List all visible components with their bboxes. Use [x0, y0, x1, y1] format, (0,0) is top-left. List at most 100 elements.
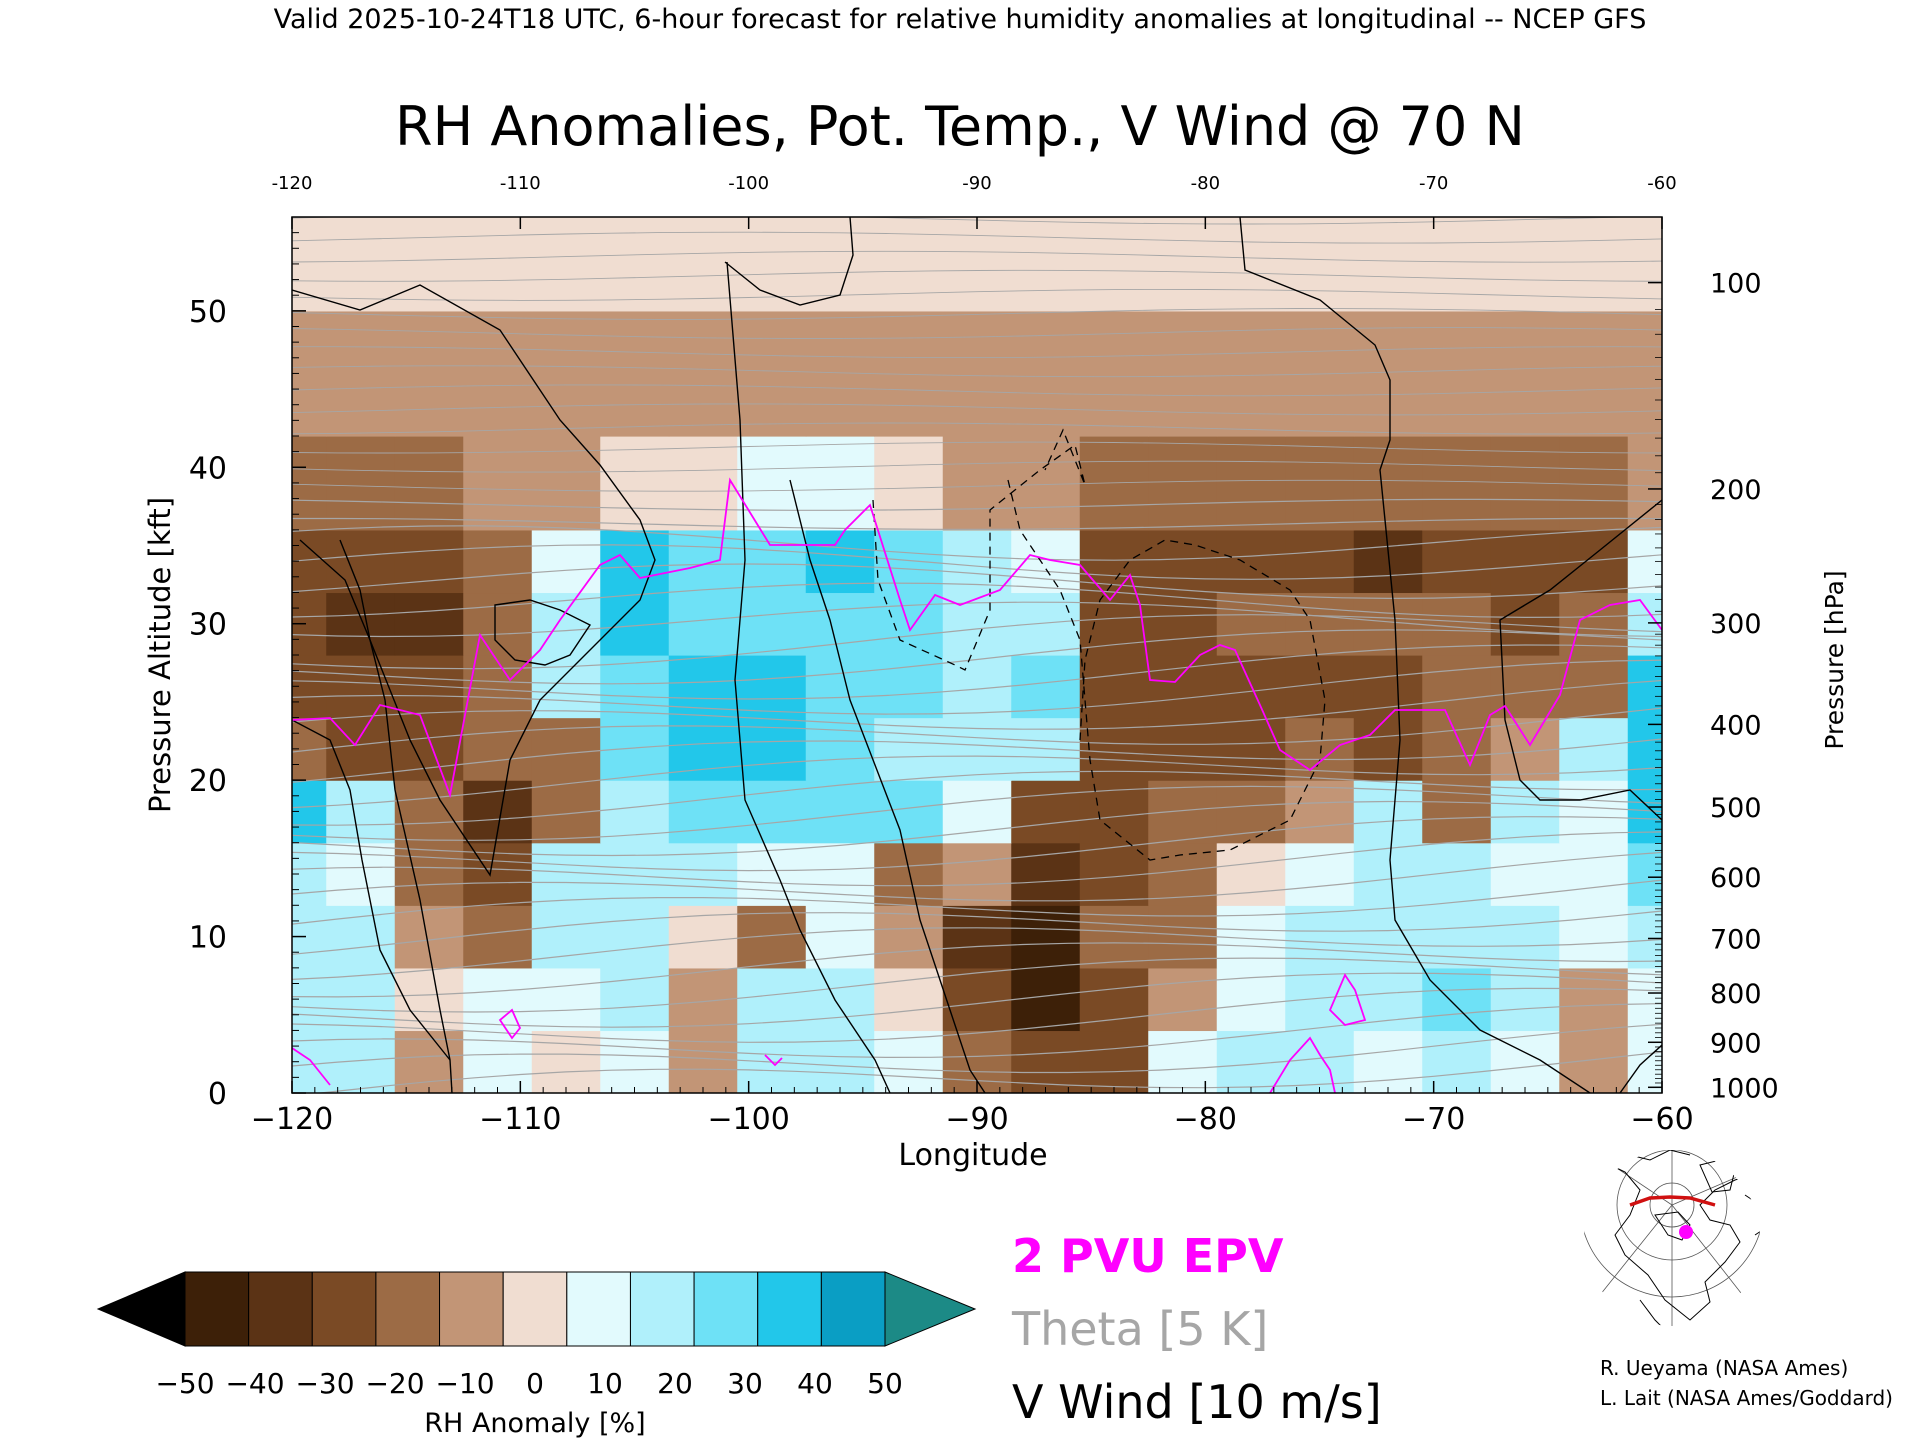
colorbar-swatch — [820, 1271, 886, 1347]
theta-contour-line — [292, 288, 1662, 301]
theta-contour-line — [292, 231, 1662, 244]
heatmap-cell — [805, 905, 875, 969]
x-top-tick-label: -60 — [1647, 173, 1676, 194]
theta-contour-line — [292, 525, 1662, 561]
theta-contour-line — [292, 1023, 1662, 1074]
theta-contour-line — [292, 1003, 1662, 1059]
x-top-tick-label: -110 — [500, 173, 541, 194]
pressure-tick-label: 900 — [1710, 1028, 1762, 1059]
pressure-tick-label: 200 — [1710, 475, 1762, 506]
theta-contour-line — [292, 659, 1662, 715]
theta-contour-line — [292, 403, 1662, 416]
legend-theta: Theta [5 K] — [1011, 1302, 1268, 1356]
heatmap-cell — [531, 529, 601, 594]
heatmap-cell — [668, 717, 738, 781]
heatmap-cell — [1011, 529, 1081, 594]
heatmap-cell — [1422, 310, 1492, 437]
heatmap-cell — [463, 905, 533, 969]
heatmap-cell — [1216, 717, 1286, 781]
heatmap-cell — [1148, 655, 1218, 719]
colorbar-swatch — [248, 1271, 313, 1347]
heatmap-cell — [1559, 217, 1629, 312]
heatmap-cell — [1079, 967, 1149, 1032]
heatmap-cell — [942, 717, 1012, 781]
theta-contour-line — [292, 910, 1662, 955]
theta-contour-line — [292, 479, 1662, 492]
theta-contour-line — [292, 755, 1662, 809]
v-wind-contour-b — [789, 479, 986, 1093]
x-top-tick-label: -90 — [962, 173, 991, 194]
theta-contour-line — [292, 679, 1662, 730]
heatmap-cell — [1559, 529, 1629, 594]
heatmap-cell — [942, 310, 1012, 437]
heatmap-cell — [531, 310, 601, 437]
heatmap-cell — [326, 655, 396, 719]
x-top-tick-label: -120 — [272, 173, 313, 194]
heatmap-cell — [1422, 905, 1492, 969]
heatmap-cell — [600, 217, 670, 312]
heatmap-cell — [1353, 967, 1423, 1032]
heatmap-cell — [1627, 967, 1662, 1032]
heatmap-cell — [1490, 842, 1560, 906]
heatmap-cell — [668, 436, 738, 531]
colorbar-swatch — [757, 1271, 822, 1347]
heatmap-cell — [668, 310, 738, 437]
heatmap-cell — [1079, 310, 1149, 437]
heatmap-cell — [326, 529, 396, 594]
heatmap-cell — [1422, 529, 1492, 594]
chart-title: RH Anomalies, Pot. Temp., V Wind @ 70 N — [395, 95, 1525, 158]
heatmap-cell — [737, 842, 807, 906]
heatmap-cell — [1148, 967, 1218, 1032]
valid-time-header: Valid 2025-10-24T18 UTC, 6-hour forecast… — [274, 4, 1647, 35]
colorbar-tick-label: 10 — [587, 1367, 623, 1400]
heatmap-cell — [737, 655, 807, 719]
heatmap-cell — [874, 655, 944, 719]
heatmap-cell — [1422, 717, 1492, 781]
top-axis-longitude: -120 -110 -100 -90 -80 -70 -60 — [272, 173, 1677, 229]
heatmap-cell — [1559, 436, 1629, 531]
heatmap-cell — [326, 217, 396, 312]
heatmap-cell — [531, 842, 601, 906]
theta-contour-line — [292, 441, 1662, 454]
pressure-tick-label: 700 — [1710, 924, 1762, 955]
theta-contour-line — [292, 987, 1662, 1043]
heatmap-cell — [394, 842, 464, 906]
heatmap-cell — [1148, 436, 1218, 531]
theta-contour-line — [292, 460, 1662, 473]
v-wind-contour-east-b — [1499, 499, 1662, 821]
heatmap-cell — [1353, 436, 1423, 531]
colorbar: −50 −40 −30 −20 −10 0 10 20 30 40 50 — [96, 1271, 977, 1400]
x-axis-label: Longitude — [898, 1138, 1047, 1173]
heatmap-cell — [942, 529, 1012, 594]
theta-contour-line — [292, 785, 1662, 841]
v-wind-zero-contour-east — [1239, 217, 1591, 1093]
heatmap-cell — [1285, 529, 1355, 594]
heatmap-cell — [874, 842, 944, 906]
v-wind-contour-right-edge — [1619, 1044, 1662, 1093]
x-tick-label: −100 — [707, 1102, 789, 1137]
heatmap-cell — [463, 967, 533, 1032]
epv-2pvu-surface-west — [292, 1047, 331, 1086]
heatmap-cell — [1148, 780, 1218, 844]
heatmap-cell — [1285, 592, 1355, 656]
heatmap-cell — [1216, 967, 1286, 1032]
heatmap-cell — [805, 842, 875, 906]
heatmap-cell — [1148, 310, 1218, 437]
heatmap-cell — [874, 967, 944, 1032]
x-tick-label: −110 — [479, 1102, 561, 1137]
colorbar-tick-label: 40 — [797, 1367, 833, 1400]
y-tick-label-kft: 30 — [189, 608, 227, 643]
heatmap-cell — [600, 905, 670, 969]
x-tick-label: −80 — [1174, 1102, 1237, 1137]
epv-2pvu-blob-b — [1328, 973, 1367, 1026]
theta-contour-line — [292, 738, 1662, 783]
v-wind-zero-contour-central — [724, 217, 854, 306]
colorbar-swatch — [311, 1271, 377, 1347]
heatmap-cell — [531, 217, 601, 312]
heatmap-cell — [1422, 780, 1492, 844]
heatmap-cell — [1285, 436, 1355, 531]
heatmap-cell — [737, 310, 807, 437]
heatmap-cell — [1490, 529, 1560, 594]
heatmap-cell — [942, 905, 1012, 969]
